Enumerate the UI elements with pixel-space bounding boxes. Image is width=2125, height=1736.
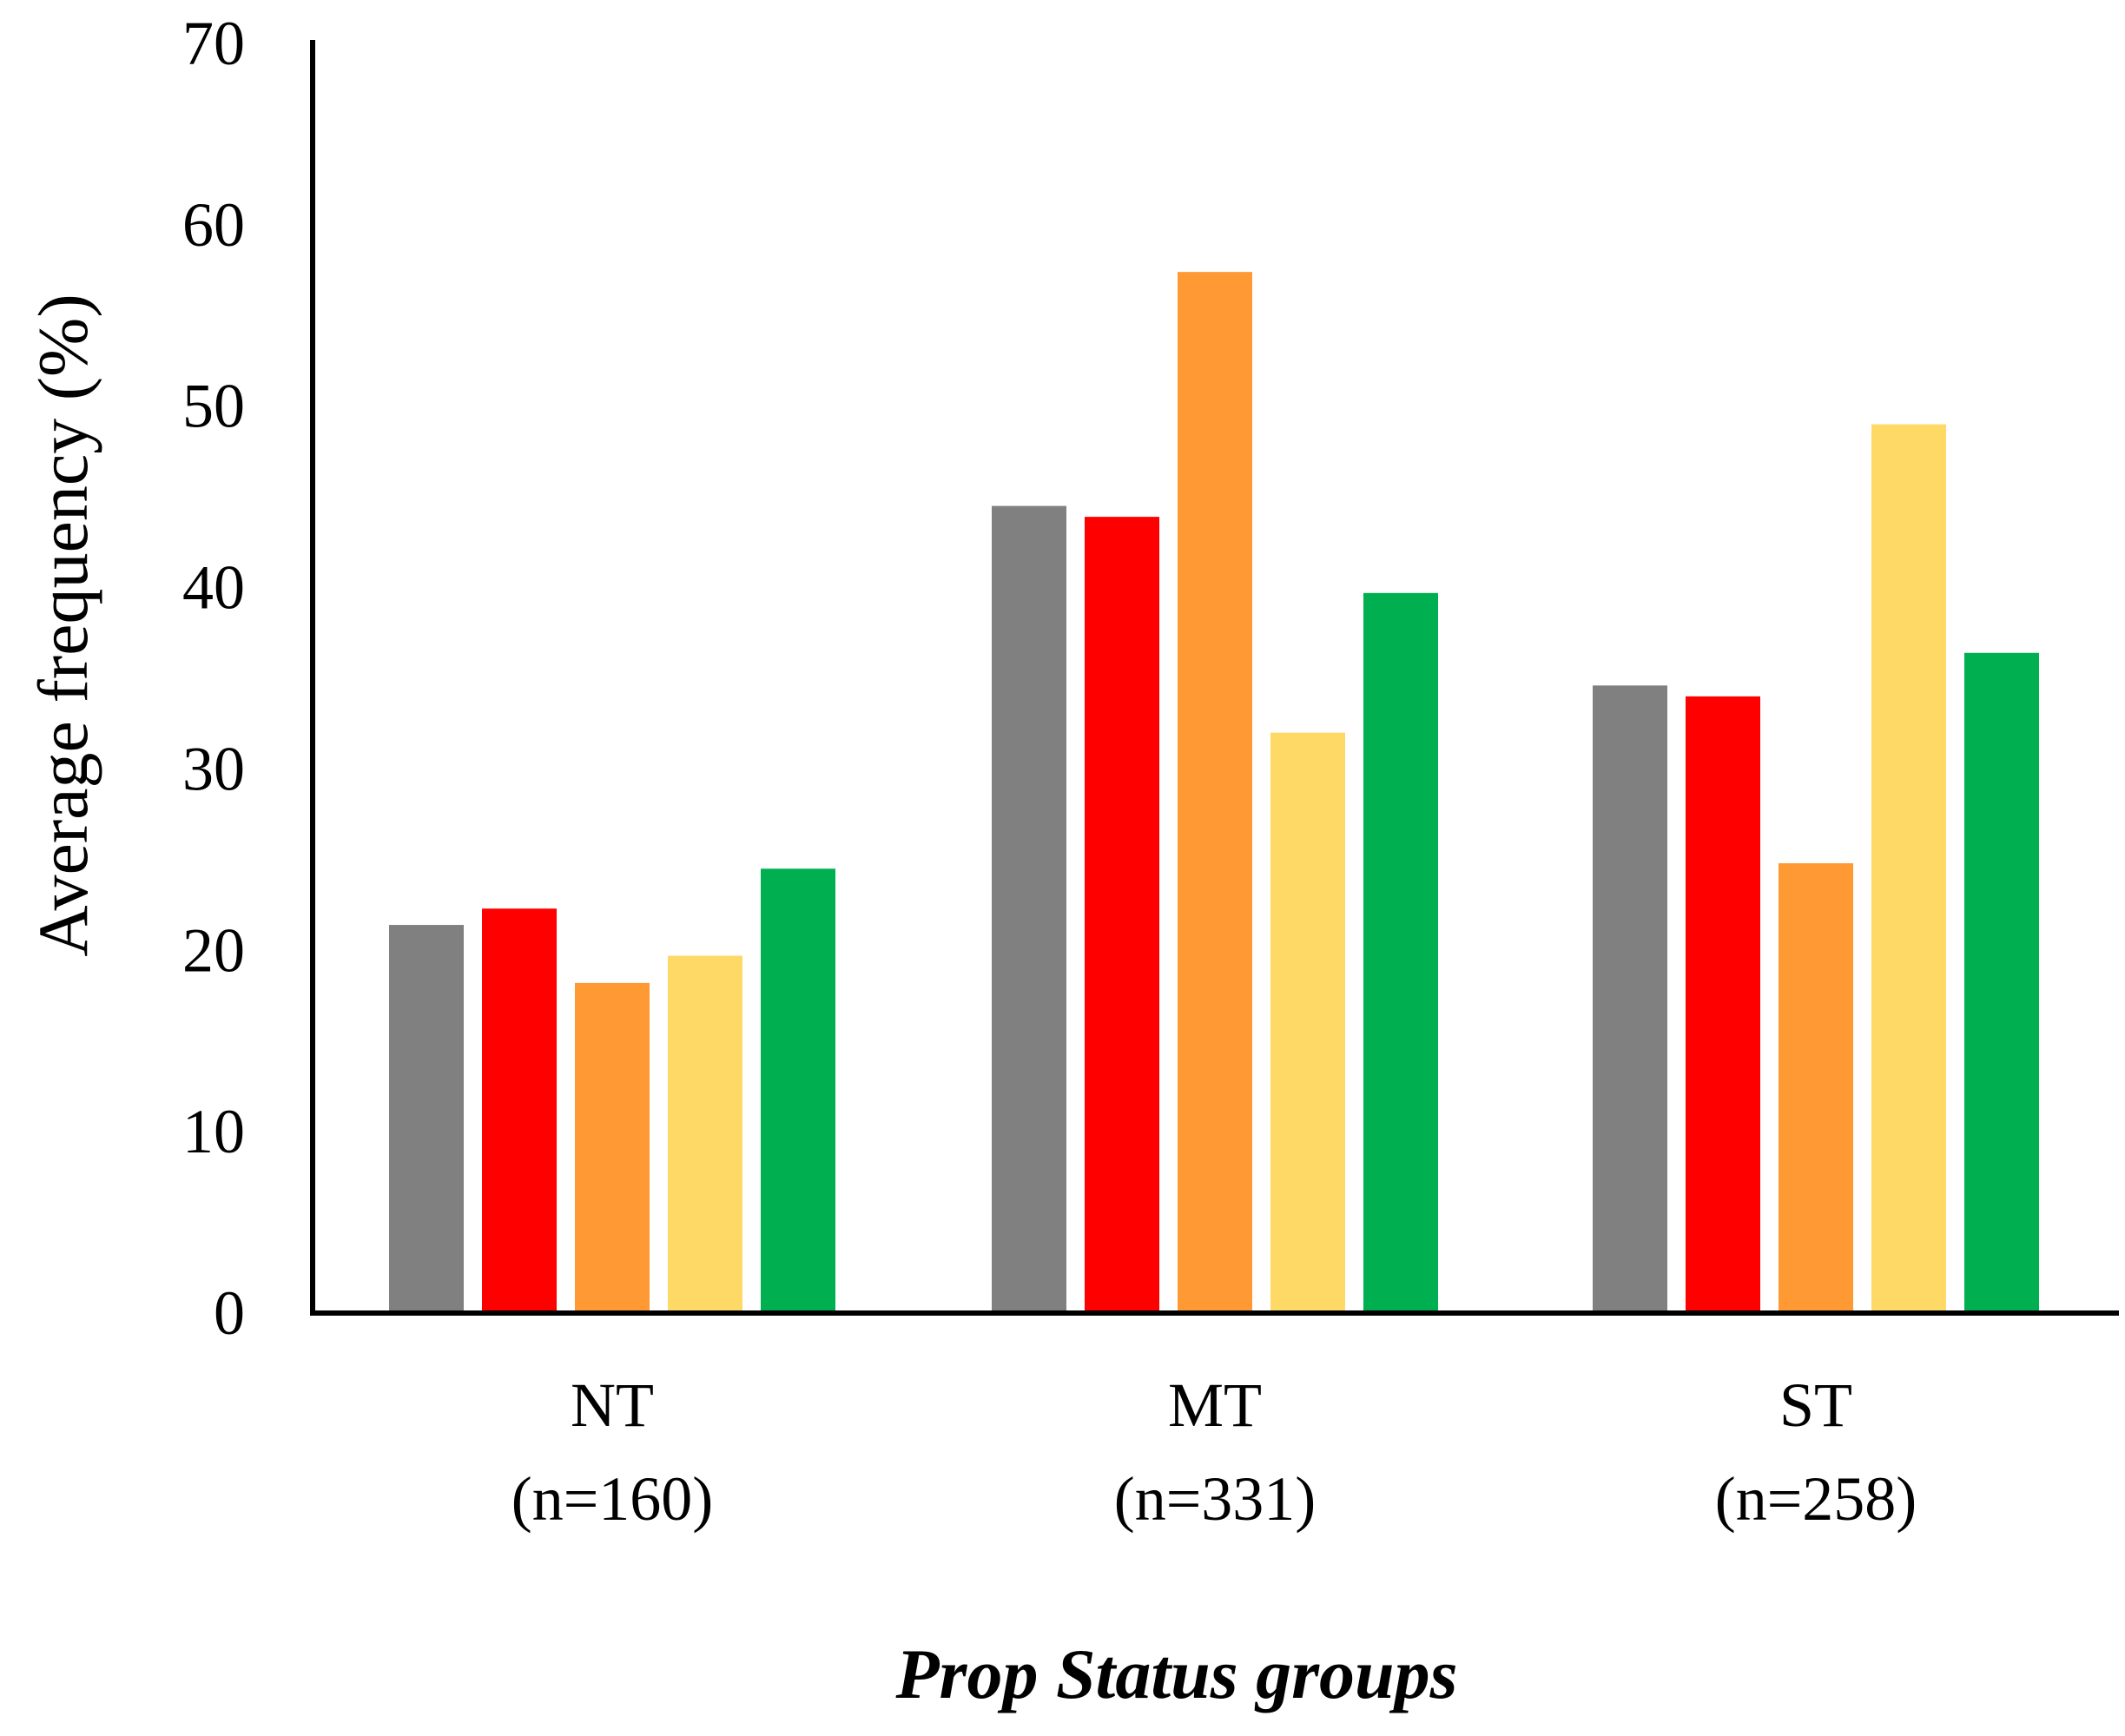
x-category-count: (n=258) [1715,1464,1917,1534]
bar-st-1 [1593,685,1667,1313]
bar-st-5 [1964,652,2039,1313]
bar-st-2 [1686,696,1760,1313]
bar-nt-1 [389,925,464,1313]
y-tick-label: 30 [182,734,245,803]
x-category-name: NT [571,1370,654,1440]
bar-mt-5 [1363,592,1438,1313]
bar-nt-5 [761,868,835,1313]
axes-group [310,40,2119,1316]
bar-nt-2 [482,908,557,1313]
y-tick-labels: 0 10 20 30 40 50 60 70 [182,9,245,1348]
y-tick-label: 20 [182,915,245,985]
y-tick-label: 60 [182,190,245,260]
x-axis-title: Prop Status groups [894,1634,1457,1713]
y-tick-label: 0 [214,1278,245,1348]
bar-nt-3 [575,982,650,1313]
bars-group [389,272,2039,1314]
y-axis-title: Average frequency (%) [23,294,102,956]
bar-nt-4 [668,955,742,1313]
y-tick-label: 40 [182,553,245,623]
y-tick-label: 50 [182,372,245,441]
x-category-labels: NT (n=160) MT (n=331) ST (n=258) [511,1370,1917,1534]
bar-mt-4 [1270,732,1345,1313]
x-category-count: (n=331) [1114,1464,1317,1534]
x-category-name: MT [1168,1370,1262,1440]
y-tick-label: 10 [182,1097,245,1166]
bar-mt-3 [1178,272,1252,1313]
y-tick-label: 70 [182,9,245,78]
x-category-count: (n=160) [511,1464,714,1534]
bar-st-3 [1779,863,1853,1313]
bar-st-4 [1871,424,1946,1314]
bar-mt-2 [1085,517,1159,1313]
x-category-name: ST [1779,1370,1852,1440]
bar-mt-1 [992,505,1066,1313]
